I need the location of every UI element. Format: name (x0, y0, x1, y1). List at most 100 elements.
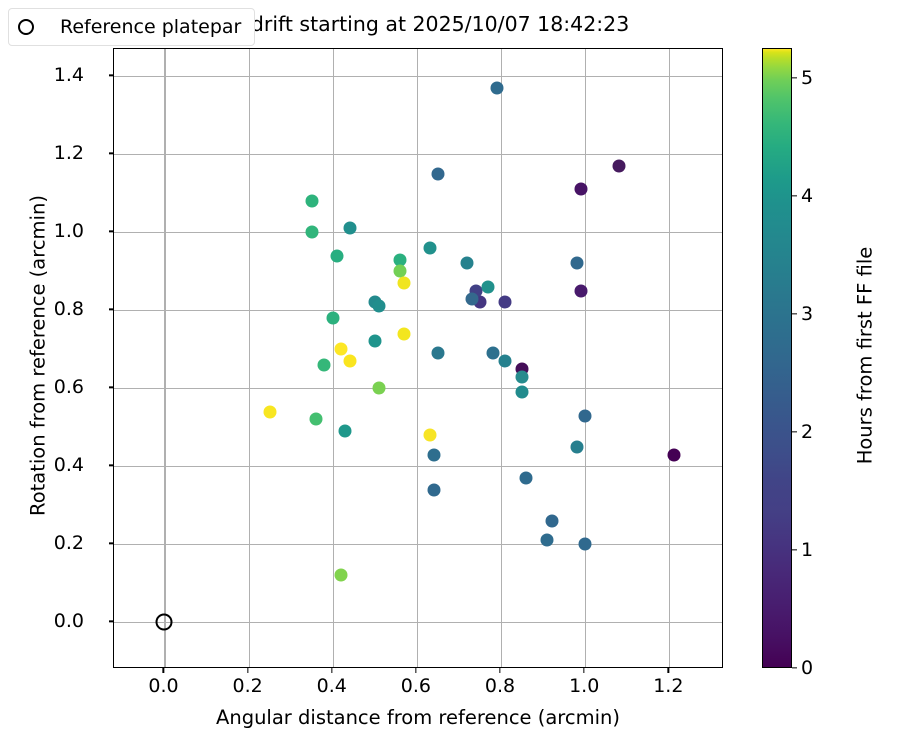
y-axis-tick-label: 0.6 (53, 376, 84, 399)
gridline-horizontal (114, 544, 722, 546)
colorbar-tick-label: 5 (801, 66, 814, 89)
scatter-point (667, 448, 681, 462)
scatter-point (465, 292, 479, 306)
scatter-point (393, 264, 407, 278)
colorbar-tick (792, 194, 797, 197)
colorbar-tick-label: 0 (801, 657, 814, 679)
scatter-point (372, 299, 386, 313)
x-axis-tick-label: 0.6 (400, 675, 431, 697)
scatter-point (317, 358, 331, 372)
scatter-point (334, 568, 348, 582)
gridline-vertical (164, 49, 166, 667)
colorbar-label: Hours from first FF file (853, 246, 877, 465)
scatter-point (578, 409, 592, 423)
scatter-point (343, 354, 357, 368)
scatter-point (570, 256, 584, 270)
colorbar-tick-label: 2 (801, 420, 814, 443)
reference-layer (114, 49, 722, 667)
legend-item-label: Reference platepar (60, 16, 242, 38)
colorbar-tick-label: 1 (801, 538, 814, 561)
y-axis-tick (108, 230, 113, 232)
scatter-point (309, 412, 323, 426)
scatter-point (305, 194, 319, 208)
x-axis-tick-label: 1.0 (569, 675, 600, 697)
scatter-point (431, 167, 445, 181)
colorbar-tick-label: 4 (801, 184, 814, 207)
y-axis-label: Rotation from reference (arcmin) (26, 195, 50, 516)
scatter-point (515, 370, 529, 384)
scatter-point (519, 471, 533, 485)
scatter-point (397, 276, 411, 290)
scatter-point (481, 280, 495, 294)
scatter-point (372, 381, 386, 395)
colorbar-tick (792, 76, 797, 79)
scatter-point (498, 354, 512, 368)
x-axis-tick-label: 1.2 (653, 675, 684, 697)
x-axis-tick-label: 0.8 (484, 675, 516, 697)
scatter-point (330, 249, 344, 263)
gridline-vertical (248, 49, 250, 667)
y-axis-tick-label: 1.0 (53, 220, 84, 243)
scatter-point (498, 295, 512, 309)
y-axis-tick-label: 0.8 (53, 298, 84, 321)
y-axis-tick-label: 0.2 (53, 532, 84, 555)
colorbar-gradient (762, 48, 792, 668)
y-axis-tick-label: 1.4 (53, 64, 84, 87)
scatter-point (486, 346, 500, 360)
y-axis-tick-label: 0.4 (53, 454, 84, 477)
scatter-point (612, 159, 626, 173)
scatter-point (423, 428, 437, 442)
x-axis-tick-label: 0.2 (232, 675, 263, 697)
scatter-point (515, 385, 529, 399)
scatter-point (490, 81, 504, 95)
y-axis-tick (108, 620, 113, 622)
gridline-horizontal (114, 388, 722, 390)
scatter-point (393, 253, 407, 267)
x-axis-tick (499, 668, 501, 673)
plot-area (113, 48, 723, 668)
y-axis-tick (108, 386, 113, 388)
scatter-point (578, 537, 592, 551)
gridline-horizontal (114, 622, 722, 624)
x-axis-tick (583, 668, 585, 673)
scatter-point (545, 514, 559, 528)
x-axis-tick (415, 668, 417, 673)
scatter-point (427, 483, 441, 497)
scatter-point (574, 284, 588, 298)
colorbar-tick (792, 431, 797, 433)
x-axis-label: Angular distance from reference (arcmin) (216, 706, 620, 729)
x-axis-tick-label: 0.0 (148, 675, 179, 697)
x-axis-tick (246, 668, 249, 673)
scatter-point (334, 342, 348, 356)
scatter-point (368, 334, 382, 348)
colorbar-tick-label: 3 (801, 302, 814, 325)
scatter-point (397, 327, 411, 341)
scatter-point (570, 440, 584, 454)
colorbar-tick (792, 667, 797, 669)
scatter-point (540, 533, 554, 547)
gridline-vertical (332, 49, 334, 667)
scatter-point (263, 405, 277, 419)
gridline-horizontal (114, 310, 722, 312)
scatter-point (574, 182, 588, 196)
legend[interactable]: Reference platepar (8, 8, 256, 46)
gridline-horizontal (114, 466, 722, 468)
y-axis-tick-label: 0.0 (53, 610, 84, 633)
y-axis-tick (108, 464, 113, 466)
gridline-horizontal (114, 76, 722, 78)
scatter-point (427, 448, 441, 462)
scatter-point (343, 221, 357, 235)
x-axis-tick (667, 668, 669, 673)
reference-platepar-marker (155, 613, 173, 631)
scatter-point (305, 225, 319, 239)
y-axis-tick (108, 308, 113, 310)
y-axis-tick (108, 542, 113, 544)
y-axis-tick (108, 74, 113, 76)
x-axis-tick (331, 668, 333, 673)
colorbar: 0 1 2 3 4 5 (762, 48, 813, 679)
y-axis-tick (108, 152, 113, 154)
gridline-horizontal (114, 232, 722, 234)
colorbar-tick (792, 313, 797, 315)
gridline-vertical (416, 49, 418, 667)
reference-platepar-legend-icon (18, 19, 34, 35)
